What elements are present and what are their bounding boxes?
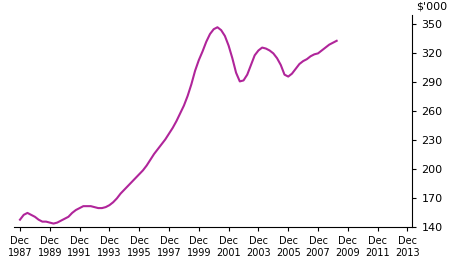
Y-axis label: $'000: $'000	[416, 2, 448, 12]
